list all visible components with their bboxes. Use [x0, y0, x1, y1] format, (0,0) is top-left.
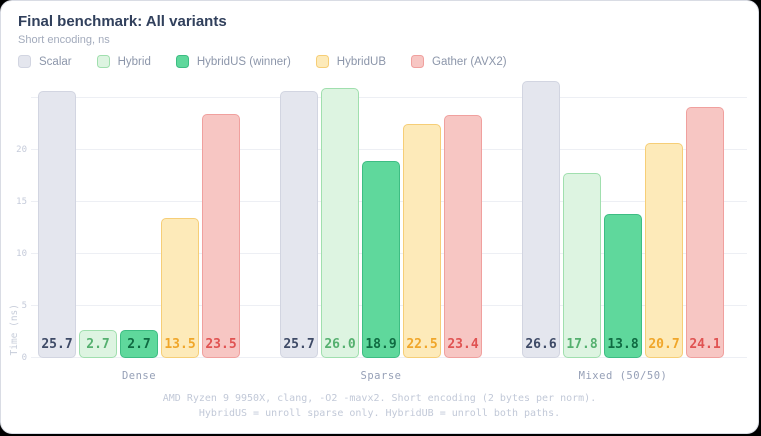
legend-swatch-icon	[315, 55, 329, 68]
legend: Scalar Hybrid HybridUS (winner) HybridUB Gat…	[18, 55, 507, 68]
legend-item-4[interactable]: Gather (AVX2)	[411, 55, 507, 68]
bar-value-label: 25.7	[41, 337, 73, 352]
bar-value-label: 2.7	[86, 337, 110, 352]
bar-value-label: 22.5	[406, 337, 438, 352]
gridline-20	[31, 149, 747, 150]
y-axis-title: Time (ns)	[9, 304, 20, 356]
bars-layer: 25.7 2.7 2.7 13.5 23.5 Dense 25.7 26.0 18.9 22.5 2…	[31, 81, 747, 382]
bar-hybridus-winner-: 18.9	[362, 161, 400, 358]
bar-hybridub: 20.7	[645, 142, 683, 358]
bar-scalar: 25.7	[280, 90, 318, 358]
category-label-0: Dense	[121, 370, 157, 382]
bar-chart-plot-area: 0 5 10 15 20 25.7 2.7 2.7 13.5 23.5 Dense 25.7 26.0…	[16, 81, 747, 382]
y-tick-label-15: 15	[16, 197, 27, 207]
bar-value-label: 13.5	[164, 337, 196, 352]
category-label-2: Mixed (50/50)	[578, 370, 668, 382]
chart-subtitle: Short encoding, ns	[18, 34, 110, 46]
bar-group-2: 26.6 17.8 13.8 20.7 24.1 Mixed (50/50)	[522, 81, 724, 382]
bar-hybridub: 22.5	[403, 124, 441, 358]
legend-label: Gather (AVX2)	[432, 55, 507, 68]
bar-value-label: 2.7	[127, 337, 151, 352]
bar-value-label: 18.9	[365, 337, 397, 352]
bar-value-label: 23.4	[447, 337, 479, 352]
bar-group-1: 25.7 26.0 18.9 22.5 23.4 Sparse	[280, 87, 482, 382]
legend-label: HybridUS (winner)	[196, 55, 291, 68]
page-title: Final benchmark: All variants	[18, 13, 227, 30]
bar-hybridus-winner-: 2.7	[120, 329, 158, 358]
bar-gather-avx2-: 24.1	[686, 107, 724, 358]
bar-scalar: 25.7	[38, 90, 76, 358]
bar-hybridus-winner-: 13.8	[604, 214, 642, 358]
legend-item-3[interactable]: HybridUB	[315, 55, 386, 68]
legend-label: Scalar	[39, 55, 72, 68]
legend-label: Hybrid	[117, 55, 151, 68]
bar-hybrid: 17.8	[563, 172, 601, 358]
bar-group-0: 25.7 2.7 2.7 13.5 23.5 Dense	[38, 90, 240, 382]
bar-value-label: 23.5	[205, 337, 237, 352]
bar-value-label: 25.7	[283, 337, 315, 352]
legend-swatch-icon	[18, 55, 31, 68]
gridline-25	[31, 97, 747, 98]
bar-value-label: 17.8	[566, 337, 598, 352]
legend-swatch-icon	[411, 55, 424, 68]
bar-gather-avx2-: 23.5	[202, 113, 240, 358]
bar-value-label: 26.0	[324, 337, 356, 352]
y-tick-label-0: 0	[21, 353, 27, 363]
legend-label: HybridUB	[336, 55, 386, 68]
footnote-line-1: AMD Ryzen 9 9950X, clang, -O2 -mavx2. Sh…	[162, 393, 597, 404]
bar-scalar: 26.6	[522, 81, 560, 358]
bar-value-label: 20.7	[648, 337, 680, 352]
y-tick-label-5: 5	[21, 301, 27, 311]
legend-item-2[interactable]: HybridUS (winner)	[175, 55, 291, 68]
bar-hybrid: 2.7	[79, 329, 117, 358]
legend-item-1[interactable]: Hybrid	[96, 55, 151, 68]
bar-value-label: 13.8	[607, 337, 639, 352]
footnote-line-2: HybridUS = unroll sparse only. HybridUB …	[198, 408, 561, 419]
bar-hybridub: 13.5	[161, 217, 199, 358]
legend-swatch-icon	[96, 55, 110, 68]
bar-gather-avx2-: 23.4	[444, 114, 482, 358]
bar-value-label: 24.1	[689, 337, 721, 352]
category-label-1: Sparse	[360, 370, 402, 382]
chart-footnote: AMD Ryzen 9 9950X, clang, -O2 -mavx2. Sh…	[1, 391, 758, 421]
y-tick-label-20: 20	[16, 145, 27, 155]
legend-swatch-icon	[175, 55, 189, 68]
legend-item-0[interactable]: Scalar	[18, 55, 72, 68]
bar-hybrid: 26.0	[321, 87, 359, 358]
bar-value-label: 26.6	[525, 337, 557, 352]
y-tick-label-10: 10	[16, 249, 27, 259]
